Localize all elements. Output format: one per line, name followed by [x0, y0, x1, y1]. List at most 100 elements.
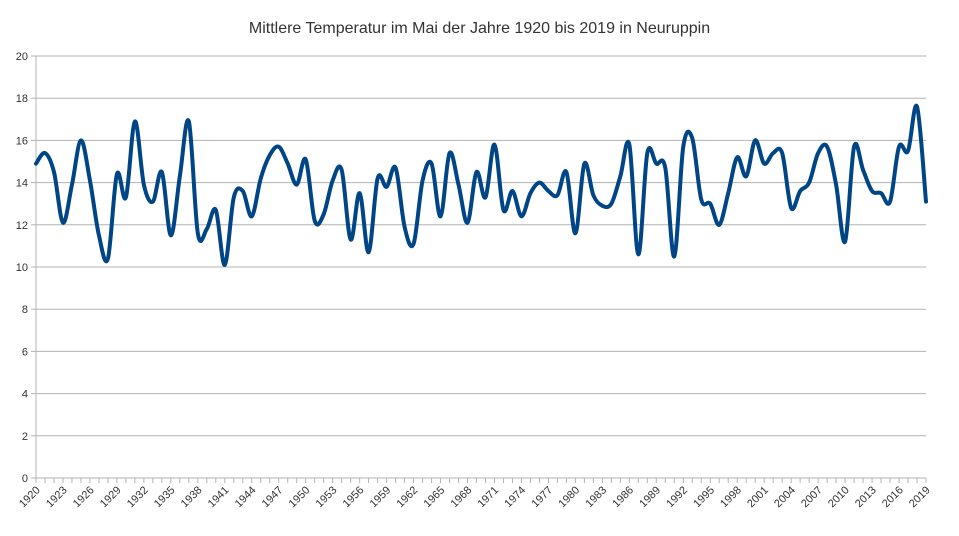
data-point-1958: [376, 176, 380, 180]
x-tick-label: 1923: [44, 484, 70, 510]
data-point-2016: [897, 145, 901, 149]
data-point-1961: [403, 225, 407, 229]
x-tick-label: 1953: [314, 484, 340, 510]
x-tick-label: 1965: [422, 484, 448, 510]
data-point-1991: [672, 254, 676, 258]
data-point-1975: [528, 191, 532, 195]
x-tick-label: 2004: [772, 484, 798, 510]
x-tick-label: 1941: [206, 484, 232, 510]
data-point-1959: [385, 185, 389, 189]
data-point-1957: [367, 250, 371, 254]
x-tick-label: 1956: [341, 484, 367, 510]
data-point-1944: [250, 214, 254, 218]
data-point-1967: [457, 183, 461, 187]
data-point-2003: [780, 151, 784, 155]
data-point-1941: [223, 263, 227, 267]
data-point-2019: [924, 200, 928, 204]
data-point-2014: [879, 191, 883, 195]
data-point-1969: [475, 170, 479, 174]
data-point-1980: [573, 231, 577, 235]
data-point-2000: [753, 138, 757, 142]
data-point-1925: [79, 138, 83, 142]
x-tick-label: 1977: [529, 484, 555, 510]
y-tick-label: 4: [22, 389, 28, 401]
data-point-1920: [34, 162, 38, 166]
data-point-1953: [331, 178, 335, 182]
data-point-1923: [61, 221, 65, 225]
data-point-1986: [627, 143, 631, 147]
data-point-1935: [169, 233, 173, 237]
data-point-2017: [906, 149, 910, 153]
data-point-1994: [699, 197, 703, 201]
y-tick-label: 0: [22, 473, 28, 485]
y-tick-label: 20: [16, 51, 28, 63]
data-point-1981: [582, 162, 586, 166]
data-point-2008: [825, 145, 829, 149]
data-point-1966: [448, 151, 452, 155]
data-point-1927: [97, 233, 101, 237]
data-point-1940: [214, 208, 218, 212]
data-point-1987: [636, 252, 640, 256]
data-point-1962: [412, 242, 416, 246]
data-point-2009: [834, 183, 838, 187]
data-point-2013: [870, 189, 874, 193]
x-tick-label: 1989: [637, 484, 663, 510]
data-point-2010: [843, 240, 847, 244]
y-tick-label: 16: [16, 135, 28, 147]
x-tick-label: 1992: [664, 484, 690, 510]
series: [34, 103, 928, 267]
x-tick-label: 2001: [745, 484, 771, 510]
x-tick-label: 1980: [556, 484, 582, 510]
data-point-1952: [322, 212, 326, 216]
data-point-1983: [600, 204, 604, 208]
data-point-1951: [313, 219, 317, 223]
data-point-1938: [196, 231, 200, 235]
data-point-1988: [645, 151, 649, 155]
data-point-1939: [205, 227, 209, 231]
data-point-1971: [492, 143, 496, 147]
x-tick-label: 2013: [853, 484, 879, 510]
x-tick-label: 2007: [799, 484, 825, 510]
data-point-1950: [304, 157, 308, 161]
data-point-1996: [717, 223, 721, 227]
data-point-2018: [915, 105, 919, 109]
data-point-1942: [232, 195, 236, 199]
x-tick-label: 1932: [125, 484, 151, 510]
x-tick-label: 1995: [691, 484, 717, 510]
data-point-1979: [564, 170, 568, 174]
data-point-1989: [654, 162, 658, 166]
data-point-1926: [88, 178, 92, 182]
data-point-1968: [466, 221, 470, 225]
data-point-1931: [133, 119, 137, 123]
data-point-1978: [555, 193, 559, 197]
data-point-1998: [735, 155, 739, 159]
x-tick-label: 1986: [610, 484, 636, 510]
x-tick-label: 1935: [152, 484, 178, 510]
data-point-1984: [609, 202, 613, 206]
data-point-1997: [726, 191, 730, 195]
data-point-1963: [421, 178, 425, 182]
data-point-1976: [537, 181, 541, 185]
x-tick-label: 1929: [98, 484, 124, 510]
data-point-2015: [888, 200, 892, 204]
x-tick-label: 1968: [449, 484, 475, 510]
data-point-1955: [349, 238, 353, 242]
data-point-1921: [43, 151, 47, 155]
y-tick-label: 10: [16, 262, 28, 274]
y-tick-label: 6: [22, 346, 28, 358]
data-point-2011: [852, 145, 856, 149]
data-point-1974: [519, 214, 523, 218]
x-tick-label: 1938: [179, 484, 205, 510]
temperature-series-line: [34, 103, 928, 267]
axes: [31, 55, 927, 483]
data-point-1965: [439, 214, 443, 218]
x-tick-label: 1998: [718, 484, 744, 510]
data-point-2001: [762, 162, 766, 166]
data-point-1956: [358, 191, 362, 195]
data-point-1970: [483, 195, 487, 199]
data-point-2012: [861, 168, 865, 172]
gridlines: [36, 55, 926, 479]
data-point-2007: [816, 151, 820, 155]
x-tick-label: 1950: [287, 484, 313, 510]
